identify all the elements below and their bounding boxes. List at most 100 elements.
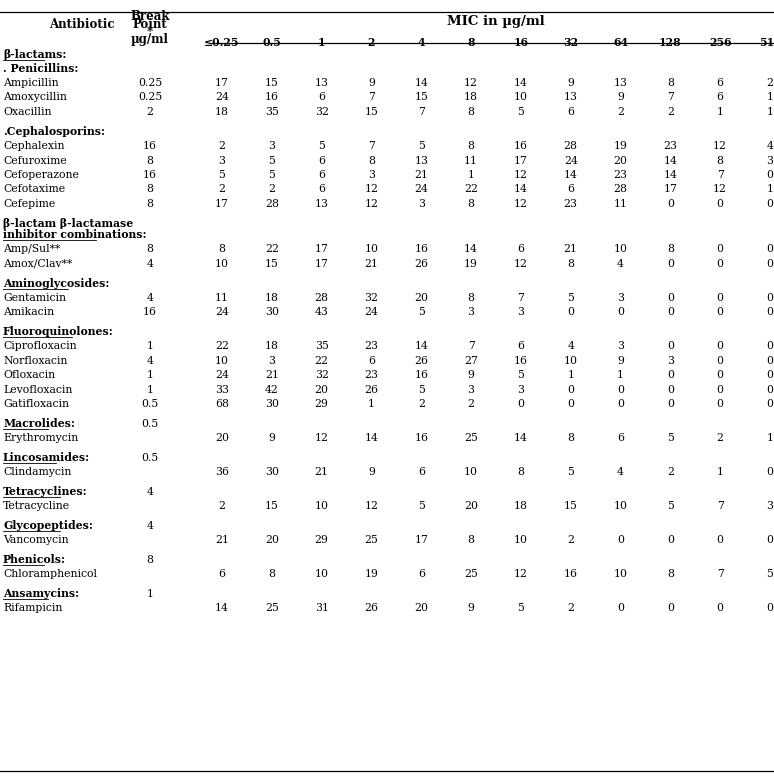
Text: 16: 16: [414, 370, 428, 380]
Text: 22: 22: [315, 356, 329, 366]
Text: 21: 21: [215, 535, 229, 545]
Text: 36: 36: [215, 467, 229, 477]
Text: 2: 2: [567, 603, 574, 613]
Text: Rifampicin: Rifampicin: [3, 603, 63, 613]
Text: 14: 14: [514, 433, 528, 444]
Text: 1: 1: [146, 589, 153, 599]
Text: 20: 20: [414, 293, 428, 303]
Text: 0: 0: [766, 293, 773, 303]
Text: 5: 5: [667, 433, 674, 444]
Text: 0: 0: [617, 603, 624, 613]
Text: 6: 6: [418, 467, 425, 477]
Text: 9: 9: [467, 603, 474, 613]
Text: 15: 15: [365, 107, 378, 117]
Text: 16: 16: [143, 141, 157, 151]
Text: 22: 22: [265, 244, 279, 255]
Text: 32: 32: [563, 37, 578, 48]
Text: 2: 2: [269, 184, 276, 194]
Text: 4: 4: [617, 259, 624, 269]
Text: 30: 30: [265, 467, 279, 477]
Text: Tetracyclines:: Tetracyclines:: [3, 487, 87, 497]
Text: Ciprofloxacin: Ciprofloxacin: [3, 341, 77, 351]
Text: 20: 20: [414, 603, 428, 613]
Text: Aminoglycosides:: Aminoglycosides:: [3, 278, 109, 289]
Text: 33: 33: [215, 385, 229, 395]
Text: 0: 0: [667, 385, 674, 395]
Text: 3: 3: [269, 356, 276, 366]
Text: 4: 4: [146, 293, 153, 303]
Text: Fluoroquinolones:: Fluoroquinolones:: [3, 326, 114, 337]
Text: 10: 10: [215, 259, 229, 269]
Text: 26: 26: [414, 259, 428, 269]
Text: 3: 3: [766, 155, 773, 166]
Text: 21: 21: [414, 170, 428, 180]
Text: 2: 2: [218, 141, 225, 151]
Text: 10: 10: [614, 244, 628, 255]
Text: 7: 7: [717, 170, 724, 180]
Text: 1: 1: [766, 433, 773, 444]
Text: 0: 0: [717, 199, 724, 209]
Text: 32: 32: [315, 107, 329, 117]
Text: 12: 12: [365, 199, 378, 209]
Text: 5: 5: [518, 370, 524, 380]
Text: 22: 22: [215, 341, 229, 351]
Text: 7: 7: [518, 293, 524, 303]
Text: 5: 5: [418, 141, 425, 151]
Text: 15: 15: [265, 501, 279, 512]
Text: Tetracycline: Tetracycline: [3, 501, 70, 512]
Text: 17: 17: [315, 244, 329, 255]
Text: 0: 0: [717, 370, 724, 380]
Text: 17: 17: [663, 184, 677, 194]
Text: 3: 3: [418, 199, 425, 209]
Text: 1: 1: [766, 92, 773, 102]
Text: Ansamycins:: Ansamycins:: [3, 588, 79, 599]
Text: 8: 8: [467, 535, 474, 545]
Text: 32: 32: [365, 293, 378, 303]
Text: 30: 30: [265, 399, 279, 409]
Text: 5: 5: [418, 385, 425, 395]
Text: 6: 6: [418, 569, 425, 580]
Text: 0.25: 0.25: [138, 78, 162, 88]
Text: 16: 16: [143, 170, 157, 180]
Text: 22: 22: [464, 184, 478, 194]
Text: 12: 12: [713, 184, 728, 194]
Text: 2: 2: [218, 501, 225, 512]
Text: 4: 4: [766, 141, 773, 151]
Text: 17: 17: [315, 259, 329, 269]
Text: Amoxycillin: Amoxycillin: [3, 92, 67, 102]
Text: 0: 0: [667, 341, 674, 351]
Text: 10: 10: [464, 467, 478, 477]
Text: 1: 1: [368, 399, 375, 409]
Text: 14: 14: [365, 433, 378, 444]
Text: 3: 3: [517, 385, 525, 395]
Text: 8: 8: [269, 569, 276, 580]
Text: 0: 0: [667, 370, 674, 380]
Text: 8: 8: [517, 467, 525, 477]
Text: 0: 0: [766, 170, 773, 180]
Text: 0: 0: [766, 341, 773, 351]
Text: 9: 9: [368, 78, 375, 88]
Text: 64: 64: [613, 37, 628, 48]
Text: 17: 17: [514, 155, 528, 166]
Text: 10: 10: [614, 501, 628, 512]
Text: 5: 5: [318, 141, 325, 151]
Text: 0: 0: [766, 307, 773, 317]
Text: 7: 7: [667, 92, 674, 102]
Text: 13: 13: [614, 78, 628, 88]
Text: 24: 24: [215, 92, 229, 102]
Text: 13: 13: [563, 92, 577, 102]
Text: 23: 23: [663, 141, 677, 151]
Text: 4: 4: [146, 521, 153, 531]
Text: Levofloxacin: Levofloxacin: [3, 385, 73, 395]
Text: 2: 2: [717, 433, 724, 444]
Text: 6: 6: [318, 170, 325, 180]
Text: 14: 14: [464, 244, 478, 255]
Text: 13: 13: [414, 155, 428, 166]
Text: 17: 17: [215, 199, 229, 209]
Text: 25: 25: [464, 433, 478, 444]
Text: 0: 0: [617, 385, 624, 395]
Text: 14: 14: [414, 78, 428, 88]
Text: 10: 10: [563, 356, 577, 366]
Text: 0: 0: [617, 307, 624, 317]
Text: 1: 1: [617, 370, 624, 380]
